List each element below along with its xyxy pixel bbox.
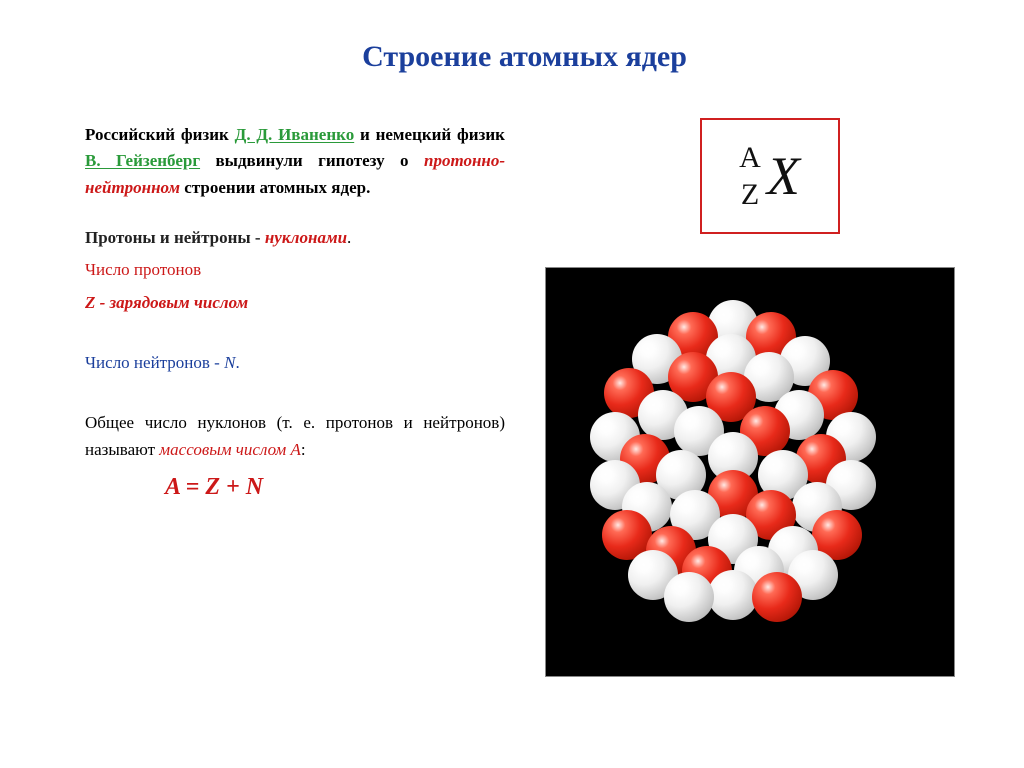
link-heisenberg[interactable]: В. Гейзенберг <box>85 151 200 170</box>
nucleons-post: . <box>347 228 351 247</box>
notation-z: Z <box>739 176 761 214</box>
neutron-ball <box>664 572 714 622</box>
neutrons-post: . <box>235 353 239 372</box>
mass-line: Общее число нуклонов (т. е. протонов и н… <box>85 410 505 463</box>
protons-line: Число протонов <box>85 257 505 283</box>
neutrons-label: Число нейтронов - <box>85 353 224 372</box>
z-rest: - зарядовым числом <box>95 293 248 312</box>
mass-emph: массовым числом A <box>159 440 301 459</box>
intro-text: строении атомных ядер. <box>180 178 370 197</box>
intro-text: Российский физик <box>85 125 235 144</box>
notation-x: X <box>767 145 800 207</box>
intro-text: и немецкий физик <box>354 125 505 144</box>
nucleons-bold: Протоны и нейтроны <box>85 228 251 247</box>
nucleons-mid: - <box>251 228 265 247</box>
equation: A = Z + N <box>165 469 505 506</box>
notation-box: A Z X <box>700 118 840 234</box>
notation-a: A <box>739 139 761 177</box>
z-var: Z <box>85 293 95 312</box>
neutron-ball <box>708 570 758 620</box>
intro-text: выдвинули гипотезу о <box>200 151 424 170</box>
link-ivanenko[interactable]: Д. Д. Иваненко <box>235 125 355 144</box>
neutrons-var: N <box>224 353 235 372</box>
proton-ball <box>752 572 802 622</box>
nucleons-line: Протоны и нейтроны - нуклонами. <box>85 225 505 251</box>
neutrons-line: Число нейтронов - N. <box>85 350 505 376</box>
nucleons-emph: нуклонами <box>265 228 347 247</box>
page-title: Строение атомных ядер <box>85 40 964 74</box>
z-line: Z - зарядовым числом <box>85 290 505 316</box>
intro-paragraph: Российский физик Д. Д. Иваненко и немецк… <box>85 122 505 201</box>
mass-post: : <box>301 440 306 459</box>
nucleus-image <box>545 267 955 677</box>
text-column: Российский физик Д. Д. Иваненко и немецк… <box>85 122 505 677</box>
